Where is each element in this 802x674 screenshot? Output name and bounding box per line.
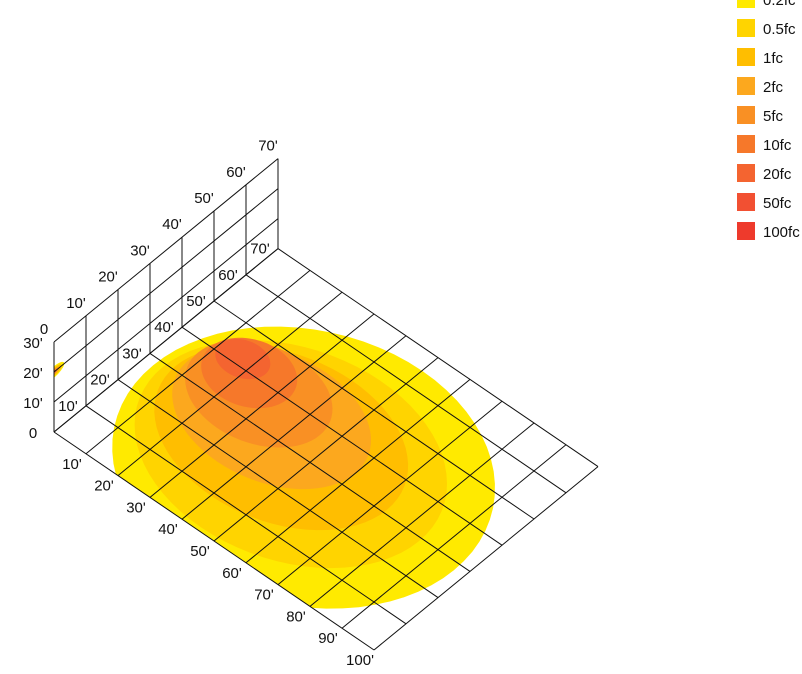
legend-label-5fc: 5fc [763,108,784,125]
y-tick-label: 60' [218,267,238,284]
x-tick-label: 70' [254,587,274,604]
floor-grid-line-y [53,431,375,651]
wall-grid-line-horizontal [53,248,279,433]
legend-label-0.5fc: 0.5fc [763,21,796,38]
floor-grid-line-x [277,400,503,585]
y-tick-label-top: 10' [66,295,86,312]
floor-grid-line-x [149,313,375,498]
legend-swatch-100fc [737,222,755,240]
y-tick-label-top: 60' [226,164,246,181]
y-tick-label-top: 40' [162,216,182,233]
floor-grid-line-x [245,379,471,564]
floor-contour-20fc [215,338,271,380]
floor-grid-line-y [181,326,503,546]
legend-label-0.2fc: 0.2fc [763,0,796,9]
y-tick-label: 10' [58,398,78,415]
legend-swatch-2fc [737,77,755,95]
legend-label-2fc: 2fc [763,79,784,96]
x-tick-label: 80' [286,608,306,625]
legend-swatch-1fc [737,48,755,66]
axis-tick-labels: 10' 20' 30' 40' 50' 60' 70' 80' 90' 100' 10' 20' 30'… [23,138,374,669]
z-tick-label: 10' [23,395,43,412]
y-tick-label-top: 30' [130,242,150,259]
x-tick-label: 10' [62,456,82,473]
floor-grid-line-y [149,352,471,572]
y-tick-label: 50' [186,293,206,310]
z-tick-label: 20' [23,365,43,382]
floor-grid-line-x [181,335,407,520]
legend-swatch-10fc [737,135,755,153]
legend-swatch-50fc [737,193,755,211]
x-tick-label: 20' [94,478,114,495]
floor-grid-line-y [213,300,535,520]
floor-grid-line-y [85,405,407,625]
x-tick-label: 60' [222,565,242,582]
legend-swatch-20fc [737,164,755,182]
z-tick-label: 30' [23,335,43,352]
floor-grid-line-y [277,248,599,468]
floor-grid-line-x [117,291,343,476]
y-tick-label-top: 50' [194,190,214,207]
floor-grid-line-x [309,422,535,607]
y-tick-label: 20' [90,372,110,389]
x-tick-label: 40' [158,521,178,538]
x-tick-label: 100' [346,652,374,669]
grid-lines [53,158,599,651]
wall-grid-line-horizontal [53,218,279,403]
floor-grid-line-x [213,357,439,542]
floor-grid-line-x [341,444,567,629]
y-tick-label: 30' [122,345,142,362]
legend-label-20fc: 20fc [763,166,792,183]
legend: 0.2fc 0.5fc 1fc 2fc 5fc 10fc 20fc 50fc 100fc [737,0,800,241]
z-tick-label: 0 [29,425,37,442]
y-tick-label-top: 20' [98,269,118,286]
legend-swatch-0.2fc [737,0,755,8]
y-tick-label-top: 70' [258,138,278,155]
y-tick-label: 40' [154,319,174,336]
y-tick-label: 70' [250,241,270,258]
legend-label-1fc: 1fc [763,50,784,67]
y-tick-label-top: 0 [40,321,48,338]
legend-swatch-0.5fc [737,19,755,37]
legend-swatch-5fc [737,106,755,124]
x-tick-label: 50' [190,543,210,560]
floor-grid-line-x [373,466,599,651]
legend-label-10fc: 10fc [763,137,792,154]
wall-grid-line-horizontal [53,188,279,373]
legend-label-100fc: 100fc [763,224,800,241]
wall-grid-line-horizontal [53,158,279,343]
x-tick-label: 90' [318,630,338,647]
floor-grid-line-y [245,274,567,494]
floor-grid-line-x [85,270,311,455]
floor-grid-line-y [117,379,439,599]
x-tick-label: 30' [126,499,146,516]
legend-label-50fc: 50fc [763,195,792,212]
